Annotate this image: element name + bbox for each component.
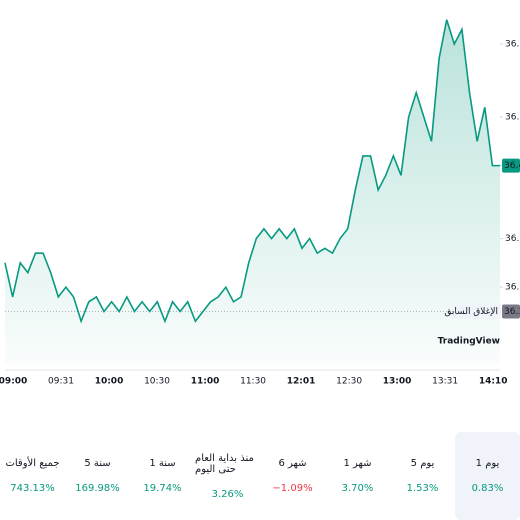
y-tick-label: 36.25: [505, 234, 520, 244]
stat-cell[interactable]: 1 يوم 0.83%: [455, 432, 520, 520]
y-tick-label: 36.65: [505, 40, 520, 50]
y-tick-label: 36.15: [505, 283, 520, 293]
last-price-label: 36.40: [504, 161, 520, 171]
stat-value: 743.13%: [10, 483, 55, 494]
x-tick-label: 13:00: [383, 377, 412, 387]
x-tick-label: 11:00: [191, 377, 220, 387]
stats-row: 1 يوم 0.83% 5 يوم 1.53% 1 شهر 3.70% 6 شهر −1.09…: [0, 432, 520, 520]
x-tick-label: 09:31: [48, 377, 74, 387]
stat-period: جميع الأوقات: [5, 458, 60, 469]
stat-cell[interactable]: 5 سنة 169.98%: [65, 432, 130, 520]
prev-close-name: الإغلاق السابق: [444, 307, 498, 317]
stat-cell[interactable]: 5 يوم 1.53%: [390, 432, 455, 520]
stat-value: 19.74%: [143, 483, 182, 494]
x-tick-label: 14:10: [479, 377, 508, 387]
stat-value: 0.83%: [471, 483, 504, 494]
stat-value: 1.53%: [406, 483, 439, 494]
prev-close-badge: [502, 304, 520, 319]
chart: 36.1536.2536.4036.5036.6536.4036.10الإغل…: [0, 19, 520, 387]
stat-value: 169.98%: [75, 483, 120, 494]
stat-value: −1.09%: [272, 483, 313, 494]
brand: TradingView: [438, 337, 500, 347]
x-tick-label: 11:30: [240, 377, 266, 387]
stat-period: 5 سنة: [84, 458, 111, 469]
stat-period: 1 شهر: [343, 458, 372, 469]
x-tick-label: 09:00: [0, 377, 27, 387]
x-tick-label: 10:30: [144, 377, 170, 387]
prev-close-label: 36.10: [504, 307, 520, 317]
price-line: [4, 19, 500, 324]
stat-cell[interactable]: جميع الأوقات 743.13%: [0, 432, 65, 520]
x-tick-label: 13:31: [432, 377, 458, 387]
stat-period: 1 سنة: [149, 458, 176, 469]
x-tick-label: 10:00: [95, 377, 124, 387]
stat-value: 3.26%: [211, 488, 244, 500]
x-tick-label: 12:30: [336, 377, 362, 387]
stat-cell[interactable]: 1 شهر 3.70%: [325, 432, 390, 520]
stat-cell[interactable]: 6 شهر −1.09%: [260, 432, 325, 520]
stat-value: 3.70%: [341, 483, 374, 494]
prev-close-name-bg: [454, 304, 501, 319]
stat-cell[interactable]: 1 سنة 19.74%: [130, 432, 195, 520]
area: [5, 19, 500, 366]
stat-period: منذ بداية العام حتى اليوم: [195, 452, 254, 475]
last-price-badge: [502, 158, 520, 173]
x-tick-label: 12:01: [287, 377, 316, 387]
stat-period: 6 شهر: [278, 458, 307, 469]
stat-period: 5 يوم: [410, 458, 435, 469]
stat-period: 1 يوم: [475, 458, 500, 469]
stat-cell[interactable]: منذ بداية العام حتى اليوم 3.26%: [195, 432, 260, 520]
y-tick-label: 36.50: [505, 112, 520, 122]
